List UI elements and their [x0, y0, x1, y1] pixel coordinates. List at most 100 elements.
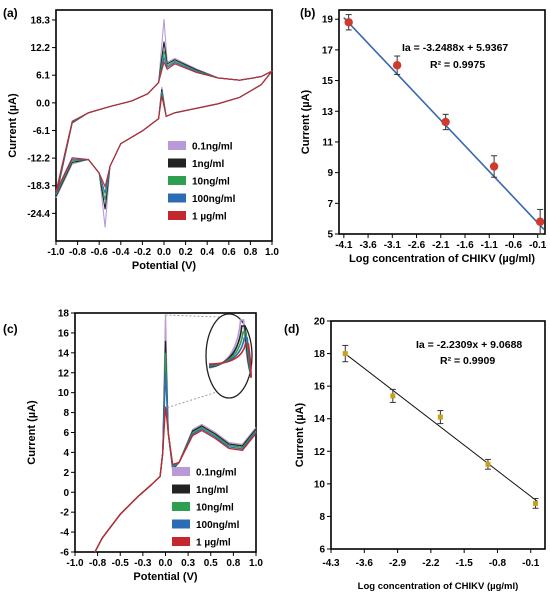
- data-point: [437, 414, 443, 420]
- panel-b: -4.1 -3.6 -3.1 -2.6 -2.1 -1.6 -1.1 -0.6 -0.1 5 7 9 1…: [300, 6, 547, 265]
- legend-swatch: [172, 537, 190, 546]
- panel-label: (d): [284, 322, 299, 336]
- y-tick-label: 20: [314, 317, 326, 328]
- x-tick-label: 1.0: [249, 558, 263, 569]
- x-axis-label: Potential (V): [132, 260, 197, 272]
- y-tick-label: 14: [314, 414, 326, 425]
- legend-label: 0.1ng/ml: [192, 142, 233, 153]
- x-tick-label: 0.4: [200, 247, 214, 258]
- fit-equation: Ia = -3.2488x + 5.9367: [402, 42, 508, 54]
- y-tick-label: 8: [63, 408, 69, 419]
- y-tick-label: 18.3: [31, 15, 51, 26]
- plot-frame: [330, 320, 546, 550]
- x-axis-label: Log concentration of CHIKV (µg/ml): [358, 581, 519, 592]
- y-tick-label: -2: [60, 508, 69, 519]
- y-tick-label: -24.4: [27, 209, 50, 220]
- legend-label: 100ng/ml: [196, 520, 240, 531]
- panel-label: (b): [300, 6, 315, 20]
- y-tick-label: 18: [58, 309, 70, 320]
- legend-label: 10ng/ml: [196, 503, 234, 514]
- legend-swatch: [168, 141, 186, 150]
- fit-line: [342, 351, 539, 503]
- y-axis-label: Current (µA): [294, 402, 306, 467]
- panel-d: -4.3 -3.6 -2.9 -2.2 -1.5 -0.8 -0.1 6 8 10 12 14 16 18…: [284, 317, 546, 592]
- legend-swatch: [168, 158, 186, 168]
- y-tick-label: 16: [314, 382, 326, 393]
- x-tick-label: 0.3: [181, 558, 195, 569]
- fit-equation: Ia = -2.2309x + 9.0688: [416, 339, 522, 351]
- legend-swatch: [168, 211, 186, 220]
- x-tick-label: 0.5: [204, 558, 218, 569]
- y-tick-label: 12.2: [31, 43, 51, 54]
- data-point: [344, 18, 353, 27]
- y-tick-label: 6.1: [36, 71, 50, 82]
- y-tick-label: 6: [63, 428, 69, 439]
- x-tick-label: -0.8: [489, 558, 507, 569]
- panel-a: -1.0 -0.8 -0.6 -0.4 -0.2 0.0 0.2 0.4 0.6 0.8 1.0 18…: [3, 6, 279, 272]
- x-tick-label: 0.6: [222, 247, 236, 258]
- x-tick-label: -0.5: [112, 558, 130, 569]
- zoom-connector: [167, 391, 218, 408]
- x-tick-label: 0.0: [159, 558, 173, 569]
- y-tick-label: 18: [314, 349, 326, 360]
- fit-r2: R² = 0.9909: [440, 355, 495, 367]
- x-axis-label: Log concentration of CHIKV (µg/ml): [349, 253, 535, 265]
- y-tick-label: 14: [58, 348, 70, 359]
- legend-swatch: [168, 193, 186, 203]
- data-point: [441, 117, 450, 127]
- x-tick-label: -1.1: [481, 240, 499, 251]
- y-tick-label: 9: [327, 168, 333, 179]
- legend-label: 1ng/ml: [192, 159, 224, 170]
- data-point: [532, 500, 538, 506]
- y-tick-label: -18.3: [27, 181, 50, 192]
- panel-label: (a): [3, 6, 18, 20]
- x-tick-label: -0.8: [69, 247, 87, 258]
- legend-swatch: [172, 467, 190, 476]
- y-tick-label: 16: [58, 328, 70, 339]
- cv-curve-2: [55, 41, 273, 210]
- y-tick-label: 5: [327, 230, 333, 241]
- legend-label: 10ng/ml: [192, 177, 230, 188]
- y-tick-label: 4: [63, 448, 69, 459]
- x-axis-label: Potential (V): [133, 571, 198, 583]
- x-tick-label: -0.2: [134, 247, 152, 258]
- y-tick-label: -4: [60, 528, 69, 539]
- y-tick-label: -6.1: [33, 126, 51, 137]
- y-tick-label: 8: [319, 512, 325, 523]
- cv-curve-5: [55, 60, 273, 192]
- legend-label: 1 µg/ml: [196, 538, 231, 549]
- x-tick-label: 0.2: [179, 247, 193, 258]
- data-point: [342, 351, 348, 357]
- x-tick-label: -4.1: [335, 240, 353, 251]
- panel-label: (c): [3, 322, 18, 336]
- x-tick-label: 1.0: [265, 247, 279, 258]
- data-point: [535, 217, 545, 226]
- y-tick-label: 7: [327, 199, 333, 210]
- x-tick-label: -3.6: [356, 558, 374, 569]
- x-tick-label: -0.6: [505, 240, 523, 251]
- y-tick-label: 10: [58, 388, 70, 399]
- x-tick-label: -1.0: [66, 558, 84, 569]
- x-tick-label: 0.8: [243, 247, 257, 258]
- y-tick-label: 15: [322, 76, 334, 87]
- x-tick-label: -2.9: [389, 558, 407, 569]
- dpv-curve-5: [94, 406, 257, 553]
- zoom-curve-5: [208, 343, 252, 379]
- x-tick-label: -3.6: [359, 240, 377, 251]
- data-point: [390, 393, 396, 399]
- x-tick-label: -0.6: [91, 247, 109, 258]
- legend-swatch: [172, 519, 190, 529]
- x-tick-label: -0.8: [89, 558, 107, 569]
- x-tick-label: 0.0: [157, 247, 171, 258]
- data-point: [392, 61, 402, 70]
- y-tick-label: -6: [60, 548, 69, 559]
- y-tick-label: 2: [63, 468, 69, 479]
- x-tick-label: -1.0: [47, 247, 65, 258]
- y-tick-label: 19: [322, 15, 334, 26]
- plot-frame: [338, 9, 546, 235]
- cv-curve-3: [55, 50, 273, 201]
- fit-r2: R² = 0.9975: [430, 59, 485, 71]
- y-tick-label: 17: [322, 45, 334, 56]
- y-tick-label: 0.0: [36, 98, 50, 109]
- y-tick-label: 0: [63, 488, 69, 499]
